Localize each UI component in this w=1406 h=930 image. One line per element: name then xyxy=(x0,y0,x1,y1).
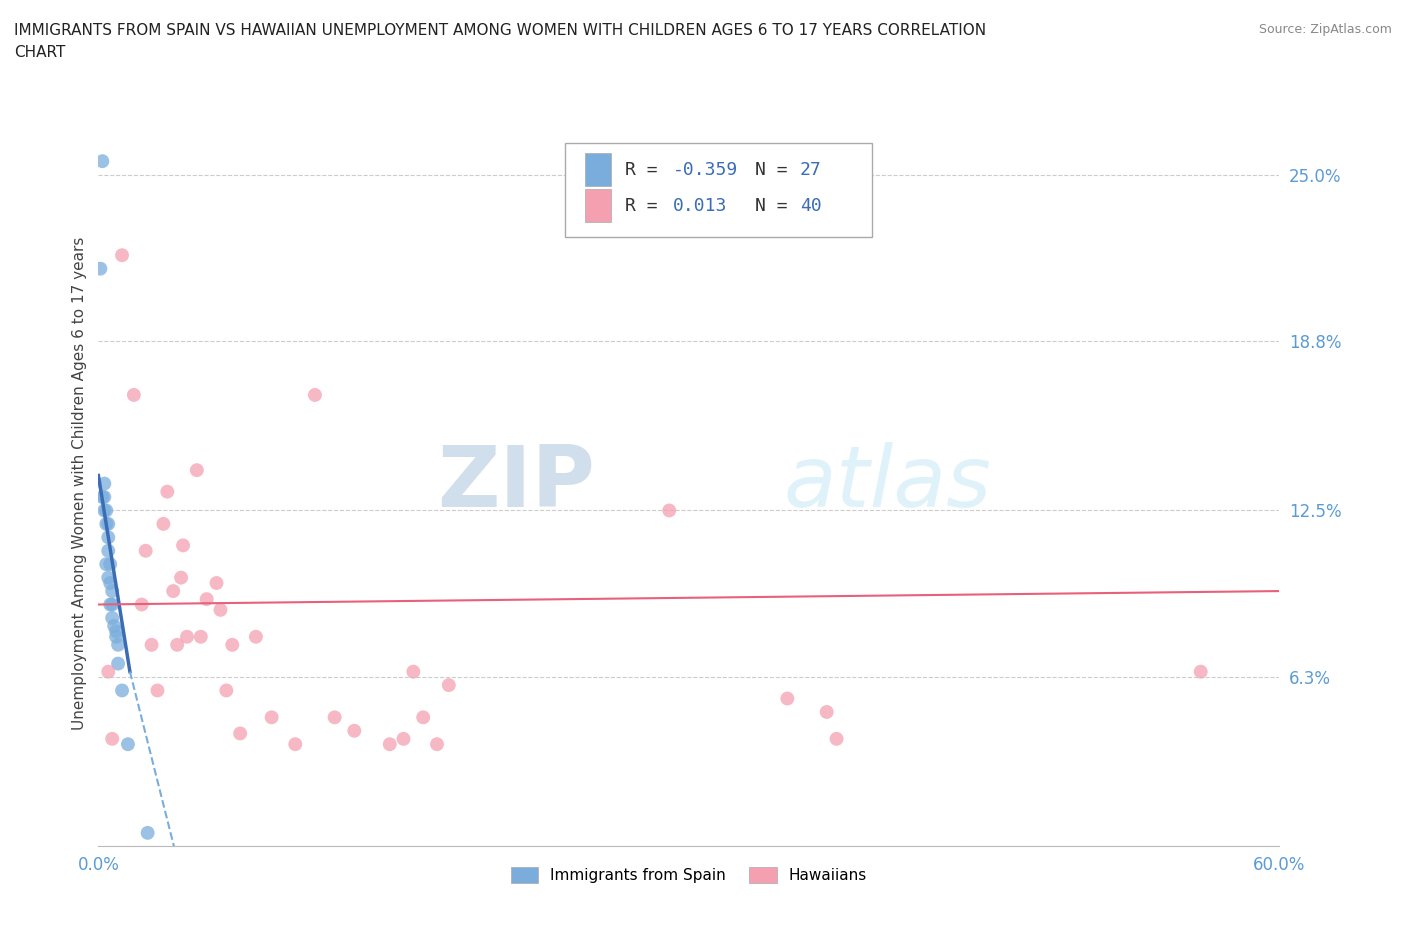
Point xyxy=(205,576,228,591)
Point xyxy=(156,485,179,499)
Point xyxy=(98,576,121,591)
Point xyxy=(162,584,184,599)
Text: R =: R = xyxy=(626,197,679,215)
Point xyxy=(141,637,163,652)
Point xyxy=(131,597,153,612)
Y-axis label: Unemployment Among Women with Children Ages 6 to 17 years: Unemployment Among Women with Children A… xyxy=(72,237,87,730)
Point xyxy=(190,630,212,644)
Point xyxy=(107,637,129,652)
Point xyxy=(117,737,139,751)
Text: N =: N = xyxy=(755,197,799,215)
Text: 27: 27 xyxy=(800,161,821,179)
Point xyxy=(146,683,169,698)
Point xyxy=(91,153,114,168)
Point xyxy=(245,630,267,644)
Point xyxy=(229,726,252,741)
Point xyxy=(186,463,208,478)
Point xyxy=(426,737,449,751)
Point xyxy=(658,503,681,518)
Point xyxy=(176,630,198,644)
Point xyxy=(101,731,124,746)
Point xyxy=(89,261,111,276)
Point xyxy=(98,597,121,612)
FancyBboxPatch shape xyxy=(585,153,612,186)
Point xyxy=(93,476,115,491)
Point xyxy=(101,584,124,599)
Point xyxy=(323,710,346,724)
Point xyxy=(96,516,118,531)
Point xyxy=(402,664,425,679)
Point xyxy=(98,557,121,572)
Point xyxy=(136,826,159,841)
Point xyxy=(122,388,145,403)
Point xyxy=(97,664,120,679)
Point xyxy=(105,630,128,644)
Point xyxy=(284,737,307,751)
Point xyxy=(97,543,120,558)
Point xyxy=(209,603,232,618)
Point xyxy=(172,538,194,552)
Legend: Immigrants from Spain, Hawaiians: Immigrants from Spain, Hawaiians xyxy=(505,861,873,889)
Point xyxy=(93,503,115,518)
Point xyxy=(260,710,283,724)
Point xyxy=(343,724,366,738)
Point xyxy=(96,503,118,518)
Text: 0.013: 0.013 xyxy=(672,197,727,215)
Point xyxy=(107,657,129,671)
Text: Source: ZipAtlas.com: Source: ZipAtlas.com xyxy=(1258,23,1392,36)
Point xyxy=(103,618,125,633)
Point xyxy=(412,710,434,724)
Point xyxy=(135,543,157,558)
Point xyxy=(195,591,218,606)
Point xyxy=(170,570,193,585)
Point xyxy=(776,691,799,706)
Point xyxy=(101,610,124,625)
Point xyxy=(96,557,118,572)
Text: R =: R = xyxy=(626,161,669,179)
Point xyxy=(105,624,128,639)
Point xyxy=(111,247,134,262)
Text: IMMIGRANTS FROM SPAIN VS HAWAIIAN UNEMPLOYMENT AMONG WOMEN WITH CHILDREN AGES 6 : IMMIGRANTS FROM SPAIN VS HAWAIIAN UNEMPL… xyxy=(14,23,986,38)
Point xyxy=(97,530,120,545)
Text: atlas: atlas xyxy=(783,442,991,525)
Point xyxy=(1189,664,1212,679)
FancyBboxPatch shape xyxy=(585,190,612,222)
Point xyxy=(166,637,188,652)
Point xyxy=(392,731,415,746)
Text: 40: 40 xyxy=(800,197,821,215)
Point xyxy=(815,705,838,720)
Point xyxy=(825,731,848,746)
Point xyxy=(221,637,243,652)
Point xyxy=(215,683,238,698)
Text: ZIP: ZIP xyxy=(437,442,595,525)
Text: CHART: CHART xyxy=(14,45,66,60)
Point xyxy=(111,683,134,698)
Point xyxy=(378,737,401,751)
Point xyxy=(152,516,174,531)
Point xyxy=(304,388,326,403)
Point xyxy=(97,516,120,531)
Point xyxy=(437,678,460,693)
Text: N =: N = xyxy=(755,161,799,179)
Point xyxy=(93,489,115,504)
Point xyxy=(91,489,114,504)
Text: -0.359: -0.359 xyxy=(672,161,738,179)
Point xyxy=(101,597,124,612)
FancyBboxPatch shape xyxy=(565,142,872,237)
Point xyxy=(97,570,120,585)
